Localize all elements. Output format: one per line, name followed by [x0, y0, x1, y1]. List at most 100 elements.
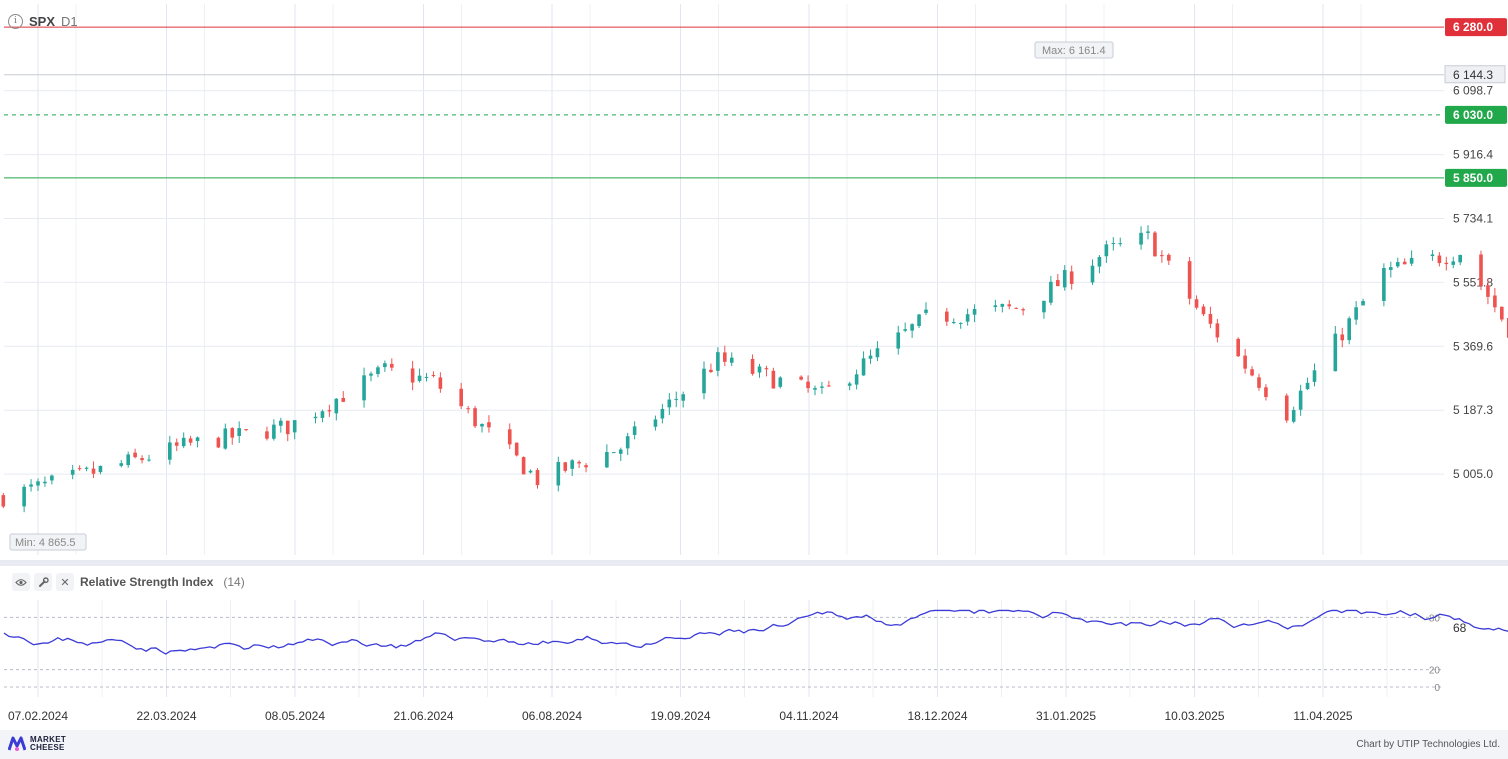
candle-up — [320, 411, 325, 418]
candle-up — [910, 324, 914, 331]
candle-down — [750, 358, 755, 374]
candle-down — [1160, 255, 1164, 257]
candle-up — [813, 388, 817, 390]
candle-up — [667, 399, 672, 408]
min-tag — [9, 533, 87, 551]
price-level-label: 6 280.0 — [1453, 20, 1493, 34]
price-level-label: 5 850.0 — [1453, 171, 1493, 185]
x-tick-label: 06.08.2024 — [522, 709, 582, 723]
candle-up — [1097, 256, 1102, 267]
candle-up — [383, 363, 387, 368]
candle-down — [1486, 285, 1490, 297]
candle-down — [1, 495, 6, 507]
candle-up — [84, 467, 89, 469]
timeframe-label: D1 — [61, 14, 78, 29]
candle-up — [681, 394, 685, 401]
candle-down — [1444, 262, 1449, 265]
candle-up — [1000, 304, 1005, 307]
candle-down — [1479, 254, 1483, 286]
y-tick-label: 5 187.3 — [1453, 403, 1493, 417]
panel-separator — [0, 560, 1508, 566]
candle-up — [674, 398, 679, 400]
candle-up — [424, 376, 429, 378]
candle-down — [410, 368, 415, 383]
candle-down — [341, 397, 346, 402]
candle-down — [1215, 323, 1220, 338]
rsi-level-label: 20 — [1429, 666, 1441, 677]
candle-up — [1305, 382, 1310, 390]
candle-down — [77, 468, 82, 470]
x-tick-label: 11.04.2025 — [1293, 709, 1352, 723]
min-label: Min: 4 865.5 — [15, 537, 76, 549]
candle-down — [174, 442, 179, 446]
candle-up — [1354, 307, 1358, 320]
candle-up — [1111, 243, 1116, 245]
candle-up — [1458, 255, 1462, 263]
eye-icon[interactable] — [12, 573, 30, 591]
chart-canvas[interactable]: 07.02.2024 22.03.2024 08.05.2024 21.06.2024… — [0, 0, 1508, 730]
x-tick-label: 19.09.2024 — [650, 709, 710, 723]
candle-down — [466, 408, 470, 410]
candle-down — [1506, 318, 1508, 338]
candle-down — [1014, 307, 1018, 309]
candle-up — [1430, 254, 1435, 257]
candle-up — [875, 348, 880, 358]
candle-down — [577, 461, 581, 464]
candle-up — [1118, 243, 1123, 245]
candle-up — [660, 408, 665, 419]
wrench-icon[interactable] — [34, 573, 52, 591]
logo-mark-icon — [7, 736, 27, 752]
logo-line-2: CHEESE — [30, 743, 65, 752]
candle-down — [1194, 299, 1199, 308]
candle-up — [854, 374, 859, 385]
candle-down — [230, 428, 235, 438]
candle-up — [570, 460, 574, 469]
rsi-title: Relative Strength Index — [80, 575, 214, 589]
candle-up — [279, 420, 283, 426]
candle-up — [993, 305, 998, 308]
x-tick-label: 22.03.2024 — [136, 709, 196, 723]
candle-up — [237, 428, 241, 436]
candle-down — [1056, 280, 1060, 287]
candle-down — [285, 420, 290, 435]
close-icon[interactable]: ✕ — [56, 573, 74, 591]
candle-down — [1264, 387, 1268, 397]
candle-up — [716, 352, 720, 371]
rsi-level-label: 0 — [1434, 683, 1440, 694]
x-tick-label: 31.01.2025 — [1036, 709, 1096, 723]
candle-up — [1395, 262, 1400, 267]
candle-down — [327, 410, 332, 412]
x-tick-label: 21.06.2024 — [393, 709, 453, 723]
candle-up — [168, 442, 172, 460]
candle-up — [632, 426, 637, 435]
candle-up — [618, 449, 623, 454]
x-tick-label: 07.02.2024 — [8, 709, 68, 723]
candle-up — [896, 332, 901, 349]
candle-down — [827, 385, 831, 387]
candle-up — [1090, 265, 1095, 283]
candle-up — [1312, 370, 1317, 382]
candle-up — [778, 377, 783, 387]
candle-up — [29, 484, 33, 487]
rsi-param: (14) — [223, 575, 245, 589]
candle-down — [140, 458, 144, 461]
candle-up — [1139, 232, 1143, 245]
brand-logo: MARKET CHEESE — [7, 736, 66, 752]
y-tick-label: 6 098.7 — [1453, 84, 1493, 98]
candle-up — [272, 424, 276, 439]
candle-down — [1257, 377, 1261, 388]
candle-down — [473, 408, 477, 427]
candle-down — [1250, 369, 1254, 376]
candle-down — [1402, 261, 1407, 265]
info-icon[interactable]: i — [8, 14, 23, 29]
max-tag — [1034, 41, 1114, 59]
candle-up — [820, 386, 824, 388]
candle-down — [1500, 306, 1504, 320]
rsi-level-label: 80 — [1429, 613, 1441, 624]
candle-down — [945, 311, 949, 322]
candle-down — [133, 452, 137, 458]
candle-up — [1049, 281, 1053, 303]
candle-down — [1208, 313, 1213, 324]
candle-down — [514, 442, 519, 456]
candle-up — [556, 461, 561, 486]
